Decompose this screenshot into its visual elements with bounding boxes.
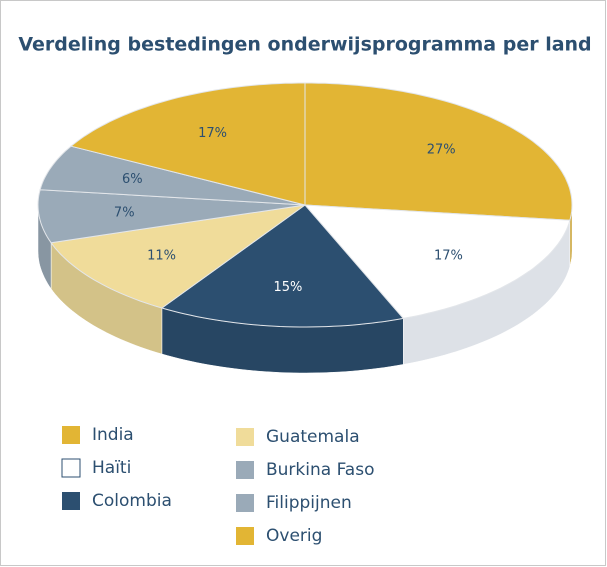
chart-title: Verdeling bestedingen onderwijsprogramma… [18, 34, 591, 56]
legend-label: Overig [266, 526, 322, 546]
slice [50, 204, 306, 309]
slice [304, 82, 573, 221]
data-label: 7% [114, 205, 135, 220]
legend-swatch [236, 461, 254, 479]
data-label: 17% [434, 248, 463, 263]
legend-swatch [62, 426, 80, 444]
slice [39, 145, 306, 206]
legend-swatch [236, 527, 254, 545]
legend-swatch [61, 458, 81, 478]
legend-label: Burkina Faso [266, 460, 374, 480]
slice [303, 204, 571, 319]
slice [160, 204, 405, 328]
legend-label: Filippijnen [266, 493, 352, 513]
slice [69, 82, 306, 206]
legend-label: Haïti [92, 458, 131, 478]
legend-label: India [92, 425, 134, 445]
legend-swatch [236, 428, 254, 446]
data-label: 11% [147, 248, 176, 263]
data-label: 17% [198, 126, 227, 141]
legend-label: Colombia [92, 491, 172, 511]
slice [37, 189, 306, 244]
legend-label: Guatemala [266, 427, 360, 447]
data-label: 6% [122, 172, 143, 187]
data-label: 27% [427, 143, 456, 158]
legend-swatch [62, 492, 80, 510]
data-label: 15% [273, 280, 302, 295]
legend-swatch [236, 494, 254, 512]
